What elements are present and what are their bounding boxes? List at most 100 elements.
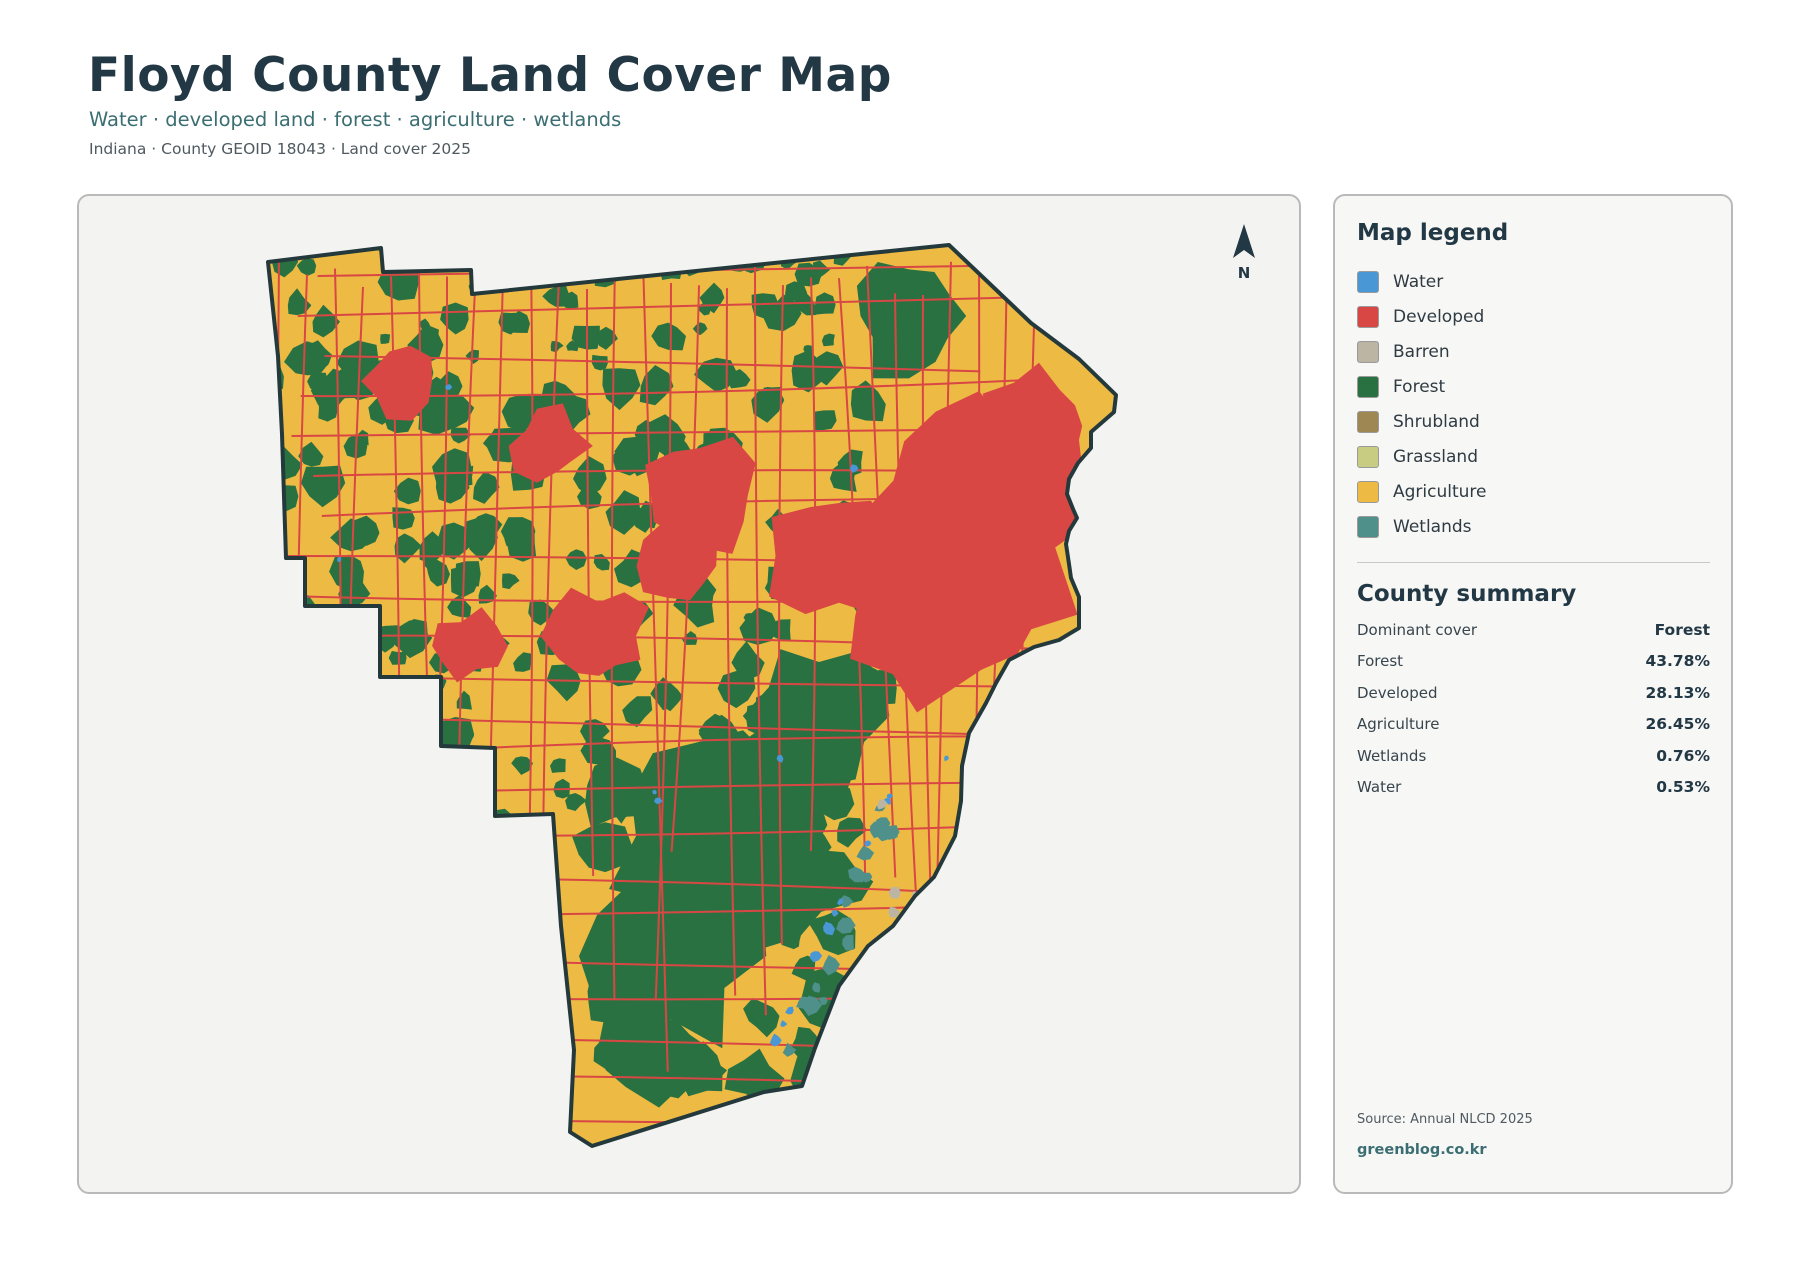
forest-patch <box>502 573 520 590</box>
legend-swatch <box>1357 305 1379 328</box>
forest-patch <box>511 756 533 775</box>
legend-swatch <box>1357 340 1379 363</box>
water-patch <box>652 790 657 795</box>
summary-value: 26.45% <box>1645 715 1710 734</box>
page-meta: Indiana · County GEOID 18043 · Land cove… <box>89 140 471 158</box>
water-patch <box>776 755 784 763</box>
summary-row-developed: Developed 28.13% <box>1357 677 1710 709</box>
forest-patch <box>565 549 587 570</box>
summary-row-wetlands: Wetlands 0.76% <box>1357 740 1710 772</box>
water-patch <box>837 898 844 906</box>
wetland-patch <box>836 917 856 934</box>
forest-patch <box>571 325 600 350</box>
legend-item-wetlands: Wetlands <box>1357 509 1697 544</box>
map-panel[interactable] <box>77 194 1301 1194</box>
road-line <box>296 634 1045 651</box>
developed-area <box>432 607 508 683</box>
legend-label: Agriculture <box>1393 481 1487 502</box>
forest-patch <box>356 429 369 446</box>
forest-patch <box>296 258 317 276</box>
barren-patch <box>877 801 885 810</box>
forest-patch <box>325 813 342 828</box>
forest-patch <box>279 664 325 712</box>
forest-patch <box>388 651 407 665</box>
forest-patch <box>602 368 641 411</box>
summary-table: Dominant cover Forest Forest 43.78% Develo… <box>1357 614 1710 803</box>
forest-patch <box>821 333 835 347</box>
forest-patch <box>340 788 370 816</box>
summary-label: Forest <box>1357 652 1404 671</box>
forest-patch <box>374 816 400 842</box>
road-line <box>300 379 1026 398</box>
forest-patch <box>585 757 649 828</box>
summary-label: Water <box>1357 778 1402 797</box>
legend-item-forest: Forest <box>1357 369 1697 404</box>
forest-patch <box>450 427 471 444</box>
legend-swatch <box>1357 375 1379 398</box>
north-arrow-icon <box>1233 224 1255 258</box>
forest-patch <box>282 678 324 721</box>
site-link[interactable]: greenblog.co.kr <box>1357 1142 1487 1158</box>
forest-patch <box>416 738 439 761</box>
forest-patch <box>420 326 439 347</box>
forest-patch <box>498 312 521 335</box>
legend-list: Water Developed Barren Forest Shrubland … <box>1357 264 1697 544</box>
forest-patch <box>546 664 581 702</box>
land-cover-map[interactable] <box>79 196 1301 1194</box>
summary-row-agriculture: Agriculture 26.45% <box>1357 709 1710 741</box>
forest-patch <box>550 758 566 773</box>
water-patch <box>810 951 823 963</box>
forest-patch <box>301 710 323 736</box>
forest-patch <box>731 641 765 681</box>
water-patch <box>886 793 893 799</box>
forest-patch <box>299 653 310 669</box>
panel-divider <box>1357 562 1710 563</box>
forest-patch <box>318 399 338 422</box>
wetland-patch <box>840 895 854 908</box>
summary-label: Agriculture <box>1357 715 1440 734</box>
developed-area <box>508 403 593 483</box>
forest-patch <box>790 1026 820 1058</box>
legend-label: Grassland <box>1393 446 1478 467</box>
forest-patch <box>527 393 551 416</box>
legend-item-shrubland: Shrubland <box>1357 404 1697 439</box>
forest-patch <box>542 285 570 307</box>
forest-patch <box>806 768 849 807</box>
legend-item-water: Water <box>1357 264 1697 299</box>
forest-patch <box>443 759 476 806</box>
road-line <box>268 258 280 1062</box>
forest-patch <box>550 341 564 353</box>
forest-patch <box>487 270 510 292</box>
road-line <box>610 261 616 999</box>
legend-label: Shrubland <box>1393 411 1480 432</box>
forest-patch <box>279 574 300 598</box>
county-outline <box>266 243 1118 1148</box>
wetland-patch <box>796 996 811 1011</box>
forest-patch <box>329 554 364 592</box>
legend-swatch <box>1357 270 1379 293</box>
summary-label: Wetlands <box>1357 746 1427 765</box>
forest-patch <box>423 558 440 573</box>
legend-item-grassland: Grassland <box>1357 439 1697 474</box>
legend-label: Water <box>1393 271 1444 292</box>
legend-label: Barren <box>1393 341 1450 362</box>
water-patch <box>944 755 949 762</box>
summary-title: County summary <box>1357 581 1577 607</box>
north-label: N <box>1237 264 1251 282</box>
legend-label: Forest <box>1393 376 1446 397</box>
forest-patch <box>432 448 473 490</box>
forest-patch <box>319 685 344 709</box>
forest-patch <box>751 751 802 802</box>
forest-patch <box>312 304 340 338</box>
road-line <box>321 496 1039 517</box>
wetland-patch <box>848 866 867 883</box>
water-patch <box>884 798 891 805</box>
legend-swatch <box>1357 445 1379 468</box>
forest-patch <box>355 694 392 724</box>
road-line <box>654 283 672 1000</box>
forest-patch <box>416 793 444 823</box>
forest-patch <box>605 490 641 535</box>
forest-patch <box>304 717 324 737</box>
developed-area <box>361 345 432 421</box>
forest-patch <box>284 341 330 376</box>
